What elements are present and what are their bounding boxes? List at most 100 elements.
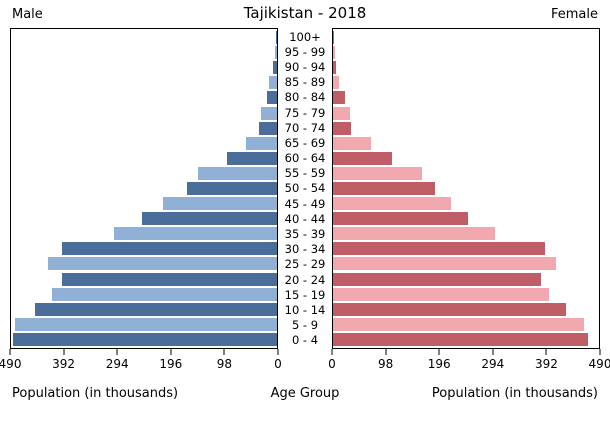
female-row [333,105,599,120]
female-bar [333,272,541,286]
male-row [11,60,277,75]
female-bar [333,227,496,241]
male-plot-column: 490 392 294 196 98 0 [0,28,282,372]
age-group-label: 35 - 39 [284,227,326,242]
age-group-label: 90 - 94 [284,59,326,74]
chart-title: Tajikistan - 2018 [243,4,367,22]
x-tick [63,349,65,355]
male-bar [186,181,277,195]
male-row [11,90,277,105]
male-row [11,105,277,120]
x-tick-label: 392 [534,357,558,371]
female-bar [333,76,339,90]
male-row [11,196,277,211]
x-tick [223,349,225,355]
x-tick-label: 98 [377,357,394,371]
x-tick [545,349,547,355]
age-group-label: 60 - 64 [284,151,326,166]
female-row [333,60,599,75]
female-row [333,332,599,347]
male-axis-ticks [9,349,279,356]
female-row [333,302,599,317]
x-tick [277,349,279,355]
male-row [11,302,277,317]
female-bar [333,91,346,105]
female-bar [333,317,584,331]
male-row [11,151,277,166]
male-bar [275,31,277,45]
age-group-label: 50 - 54 [284,181,326,196]
age-group-label: 40 - 44 [284,211,326,226]
female-bar [333,242,546,256]
female-row [333,211,599,226]
male-row [11,136,277,151]
female-side-label: Female [550,7,598,22]
x-tick [492,349,494,355]
male-bar [15,317,277,331]
x-tick-label: 490 [588,357,610,371]
female-bar [333,121,352,135]
age-group-label: 0 - 4 [291,333,319,348]
female-row [333,287,599,302]
male-bar [197,166,277,180]
female-bar [333,197,452,211]
female-plot [332,28,600,349]
male-bar [142,212,277,226]
age-group-label: 10 - 14 [284,302,326,317]
x-tick-label: 0 [274,357,282,371]
female-bar [333,287,550,301]
female-bar [333,166,423,180]
x-tick-label: 294 [105,357,129,371]
age-group-label: 30 - 34 [284,242,326,257]
x-tick-label: 294 [481,357,505,371]
chart-header: Male Tajikistan - 2018 Female [10,0,600,28]
female-bar [333,181,436,195]
x-tick-label: 392 [52,357,76,371]
male-bar [62,272,277,286]
male-bar [163,197,277,211]
female-row [333,226,599,241]
male-row [11,75,277,90]
x-tick-label: 98 [216,357,233,371]
x-tick [116,349,118,355]
female-axis-ticks [331,349,601,356]
male-bar [269,76,277,90]
female-bar [333,31,335,45]
female-row [333,151,599,166]
male-row [11,241,277,256]
male-row [11,211,277,226]
female-bar [333,46,336,60]
female-row [333,75,599,90]
male-axis-tick-labels: 490 392 294 196 98 0 [0,356,282,372]
male-row [11,45,277,60]
x-tick-label: 490 [0,357,22,371]
male-bar [226,151,277,165]
male-row [11,272,277,287]
female-row [333,45,599,60]
male-bar [113,227,277,241]
female-bar [333,61,337,75]
female-row [333,272,599,287]
male-bar [12,332,277,346]
male-row [11,317,277,332]
age-group-label: 100+ [289,29,321,44]
female-row [333,196,599,211]
male-bar [260,106,277,120]
age-group-label: 45 - 49 [284,196,326,211]
female-row [333,136,599,151]
age-group-column: 100+ 95 - 99 90 - 94 85 - 89 80 - 84 75 - 79 7… [278,28,332,372]
age-group-label: 70 - 74 [284,120,326,135]
age-group-labels: 100+ 95 - 99 90 - 94 85 - 89 80 - 84 75 - 79 7… [278,28,332,349]
age-group-axis-title: Age Group [270,386,340,401]
female-row [333,181,599,196]
axis-titles: Population (in thousands) Age Group Popu… [10,386,600,404]
age-group-label: 5 - 9 [291,318,319,333]
male-axis-title: Population (in thousands) [12,386,179,401]
x-tick [599,349,601,355]
x-tick [385,349,387,355]
male-row [11,287,277,302]
male-bar [52,287,277,301]
age-group-label: 75 - 79 [284,105,326,120]
x-tick [438,349,440,355]
